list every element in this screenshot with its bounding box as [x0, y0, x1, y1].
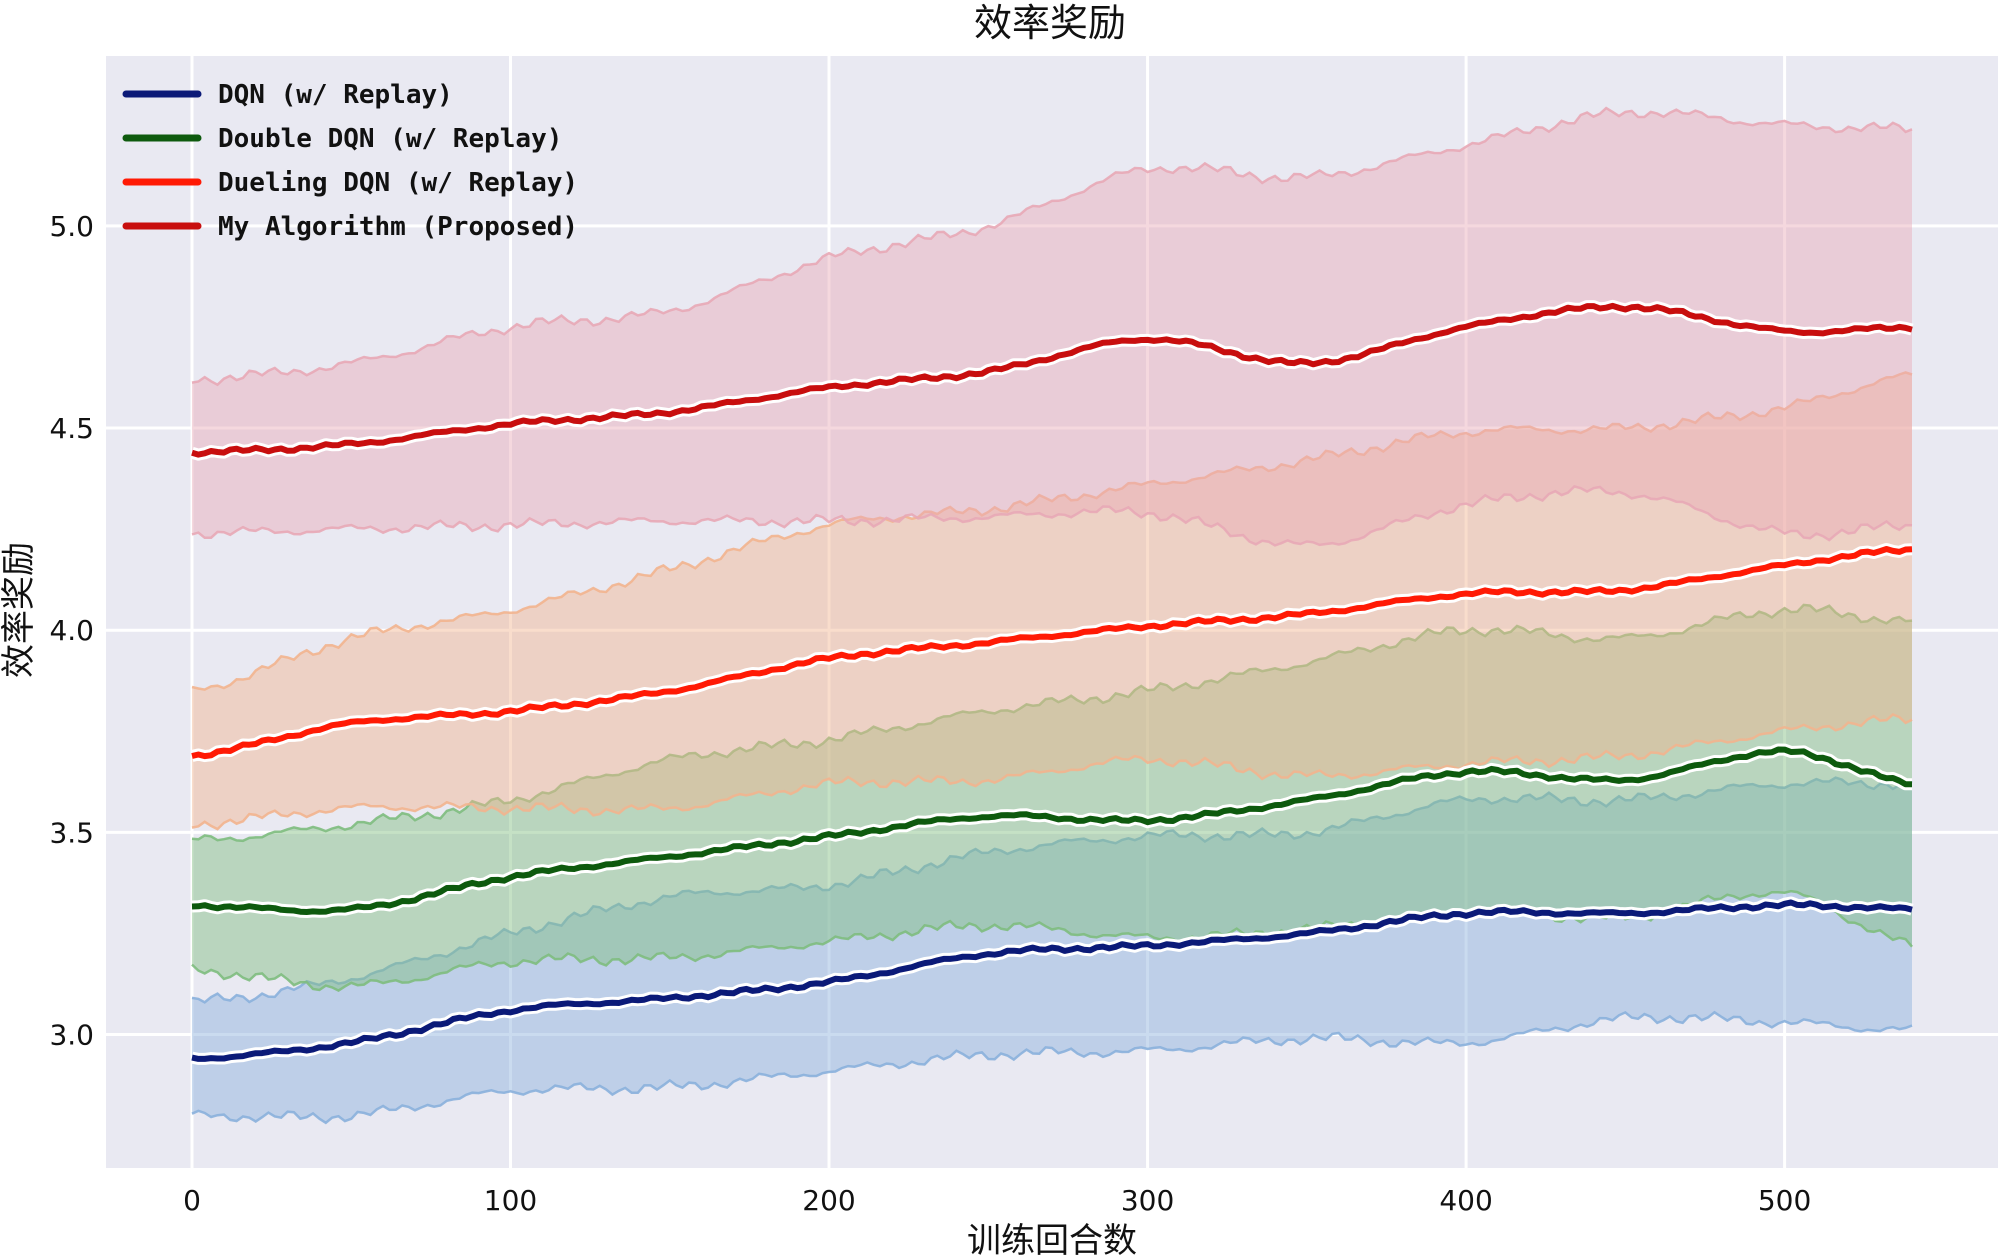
legend-entry-4: My Algorithm (Proposed)	[218, 212, 578, 242]
band-lower-edge-1	[191, 1010, 1913, 1125]
band-lower-edge-3	[191, 713, 1913, 831]
band-4	[192, 108, 1912, 546]
series-line-1	[191, 899, 1913, 1062]
y-tick-label: 3.5	[49, 816, 94, 849]
band-lower-edge-2	[191, 889, 1913, 993]
confidence-bands	[191, 106, 1913, 1125]
x-axis-label: 训练回合数	[967, 1221, 1137, 1258]
y-axis-label: 效率奖励	[0, 542, 39, 678]
series-line-3	[191, 546, 1913, 760]
y-tick-label: 5.0	[49, 210, 94, 243]
x-tick-label: 500	[1758, 1184, 1811, 1217]
chart-title: 效率奖励	[974, 1, 1126, 45]
series-lines	[190, 299, 1914, 1065]
series-line-4	[191, 302, 1913, 458]
legend-entry-3: Dueling DQN (w/ Replay)	[218, 168, 578, 198]
x-tick-label: 300	[1121, 1184, 1174, 1217]
band-upper-edge-1	[191, 776, 1913, 1004]
x-tick-label: 200	[802, 1184, 855, 1217]
grid	[106, 56, 1998, 1168]
band-upper-edge-4	[191, 106, 1913, 387]
band-upper-edge-3	[191, 371, 1913, 691]
band-3	[192, 372, 1912, 830]
x-tick-label: 100	[484, 1184, 537, 1217]
x-tick-label: 0	[183, 1184, 201, 1217]
y-tick-label: 4.5	[49, 412, 94, 445]
y-tick-label: 3.0	[49, 1019, 94, 1052]
band-2	[192, 604, 1912, 991]
y-tick-label: 4.0	[49, 614, 94, 647]
legend-entry-1: DQN (w/ Replay)	[218, 80, 453, 110]
band-upper-edge-2	[191, 603, 1913, 843]
legend-entry-2: Double DQN (w/ Replay)	[218, 124, 562, 154]
tick-labels: 0 100 200 300 400 500 3.0 3.5 4.0 4.5 5.0	[49, 210, 1811, 1217]
series-line-2	[191, 746, 1912, 915]
legend: DQN (w/ Replay) Double DQN (w/ Replay) Due…	[122, 80, 578, 242]
x-tick-label: 400	[1439, 1184, 1492, 1217]
band-lower-edge-4	[191, 484, 1913, 547]
plot-area	[106, 56, 1998, 1168]
